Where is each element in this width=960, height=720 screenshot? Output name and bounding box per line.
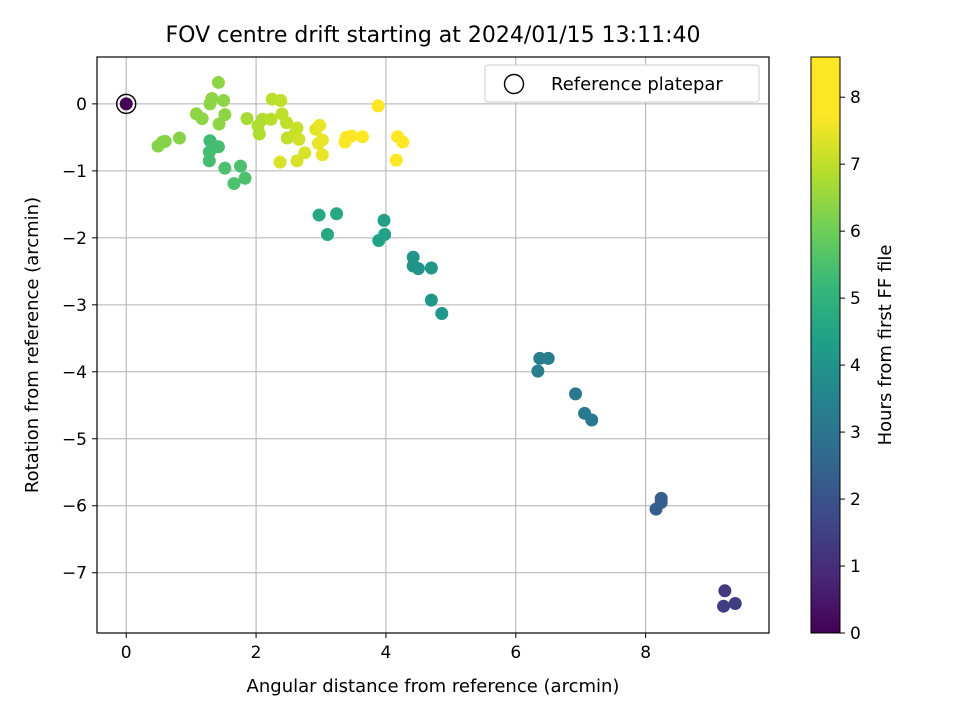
y-tick-label: −7 bbox=[62, 564, 87, 584]
data-point bbox=[227, 177, 241, 191]
data-point bbox=[424, 261, 438, 275]
data-point bbox=[252, 127, 266, 141]
legend-marker-icon bbox=[503, 73, 525, 95]
data-point bbox=[389, 153, 403, 167]
colorbar-ticks: 0 1 2 3 4 5 6 7 8 bbox=[840, 88, 861, 644]
data-point bbox=[233, 159, 247, 173]
data-point bbox=[195, 112, 209, 126]
data-point bbox=[411, 262, 425, 276]
data-point bbox=[273, 155, 287, 169]
data-point bbox=[158, 134, 172, 148]
y-tick-label: −4 bbox=[62, 363, 87, 383]
colorbar-tick-label: 6 bbox=[850, 222, 861, 242]
data-point bbox=[435, 307, 449, 321]
data-point bbox=[172, 131, 186, 145]
x-tick-label: 4 bbox=[381, 643, 392, 663]
data-point bbox=[312, 208, 326, 222]
data-point bbox=[649, 502, 663, 516]
x-axis-label: Angular distance from reference (arcmin) bbox=[247, 676, 620, 697]
data-point bbox=[290, 154, 304, 168]
data-point bbox=[585, 413, 599, 427]
data-point bbox=[569, 387, 583, 401]
y-tick-label: 0 bbox=[76, 95, 87, 115]
data-point bbox=[238, 171, 252, 185]
x-tick-label: 6 bbox=[510, 643, 521, 663]
data-point bbox=[211, 75, 225, 89]
colorbar-gradient bbox=[810, 56, 841, 634]
y-axis-label: Rotation from reference (arcmin) bbox=[22, 197, 43, 493]
data-point bbox=[531, 364, 545, 378]
y-tick-label: −5 bbox=[62, 430, 87, 450]
data-point bbox=[377, 213, 391, 227]
x-tick-label: 8 bbox=[640, 643, 651, 663]
data-point bbox=[240, 112, 254, 126]
data-point bbox=[372, 234, 386, 248]
data-point bbox=[728, 597, 742, 611]
data-point bbox=[718, 584, 732, 598]
data-point bbox=[320, 227, 334, 241]
legend-entry-reference: Reference platepar bbox=[551, 74, 723, 95]
data-point bbox=[313, 118, 327, 132]
data-point bbox=[315, 148, 329, 162]
colorbar: 0 1 2 3 4 5 6 7 8 Hours from first FF file bbox=[810, 56, 896, 644]
data-point bbox=[717, 599, 731, 613]
data-point bbox=[345, 129, 359, 143]
colorbar-label: Hours from first FF file bbox=[875, 245, 896, 446]
y-tick-label: −6 bbox=[62, 497, 87, 517]
x-tick-label: 2 bbox=[251, 643, 262, 663]
data-point bbox=[264, 112, 278, 126]
x-tick-label: 0 bbox=[121, 643, 132, 663]
data-point bbox=[298, 146, 312, 160]
x-axis-ticks: 0 2 4 6 8 bbox=[121, 633, 651, 663]
colorbar-tick-label: 5 bbox=[850, 289, 861, 309]
data-point bbox=[280, 116, 294, 130]
y-tick-label: −2 bbox=[62, 229, 87, 249]
data-point bbox=[315, 133, 329, 147]
colorbar-tick-label: 3 bbox=[850, 423, 861, 443]
plot-area-frame bbox=[96, 56, 770, 634]
data-point bbox=[330, 207, 344, 221]
data-point bbox=[292, 132, 306, 146]
data-point bbox=[217, 94, 231, 108]
chart-title: FOV centre drift starting at 2024/01/15 … bbox=[166, 23, 701, 48]
data-point bbox=[218, 108, 232, 122]
data-point bbox=[218, 161, 232, 175]
data-point bbox=[424, 293, 438, 307]
colorbar-tick-label: 0 bbox=[850, 624, 861, 644]
legend-box bbox=[484, 64, 760, 103]
colorbar-tick-label: 1 bbox=[850, 557, 861, 577]
colorbar-tick-label: 4 bbox=[850, 356, 861, 376]
colorbar-tick-label: 8 bbox=[850, 88, 861, 108]
data-point bbox=[356, 130, 370, 144]
grid bbox=[97, 57, 769, 633]
data-point bbox=[202, 154, 216, 168]
reference-platepar-marker bbox=[116, 93, 137, 115]
legend: Reference platepar bbox=[484, 64, 760, 103]
data-point bbox=[119, 97, 133, 111]
data-point bbox=[396, 135, 410, 149]
data-point bbox=[290, 121, 304, 135]
colorbar-tick-label: 2 bbox=[850, 490, 861, 510]
y-tick-label: −1 bbox=[62, 162, 87, 182]
data-point bbox=[205, 92, 219, 106]
data-point bbox=[274, 94, 288, 108]
y-tick-label: −3 bbox=[62, 296, 87, 316]
data-point bbox=[541, 351, 555, 365]
y-axis-ticks: 0 −1 −2 −3 −4 −5 −6 −7 bbox=[62, 95, 97, 584]
colorbar-tick-label: 7 bbox=[850, 155, 861, 175]
data-points bbox=[116, 75, 742, 613]
data-point bbox=[212, 117, 226, 131]
data-point bbox=[371, 99, 385, 113]
